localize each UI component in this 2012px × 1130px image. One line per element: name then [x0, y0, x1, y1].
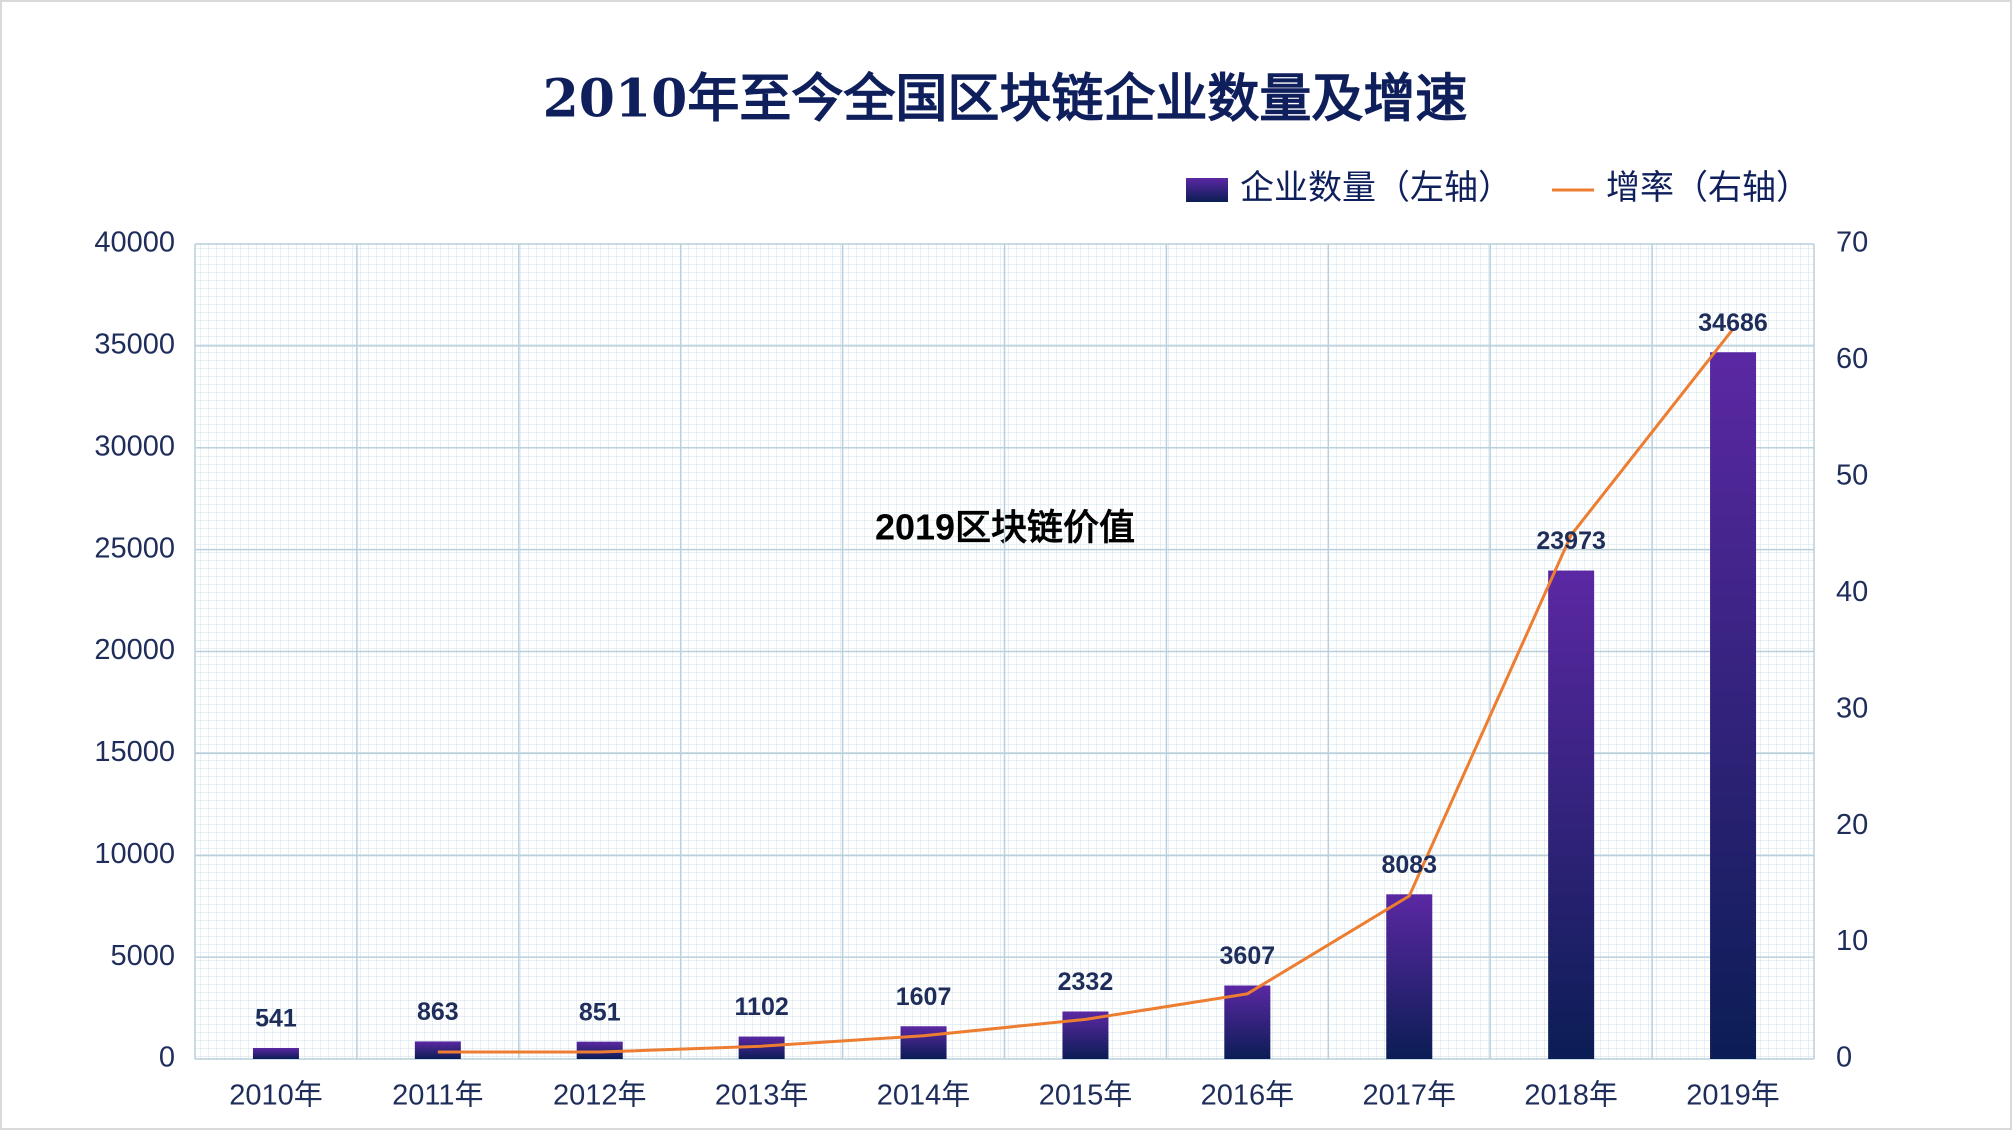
chart-title: 2010年至今全国区块链企业数量及增速 [543, 69, 1468, 130]
y2-tick-label: 0 [1836, 1042, 1852, 1074]
x-tick-label: 2016年 [1201, 1079, 1295, 1112]
data-label: 1607 [896, 983, 952, 1011]
data-label: 34686 [1698, 309, 1768, 337]
data-label: 541 [255, 1005, 297, 1033]
y-tick-label: 5000 [110, 940, 175, 972]
x-tick-label: 2014年 [877, 1079, 971, 1112]
x-tick-label: 2019年 [1686, 1079, 1780, 1112]
y-tick-label: 10000 [94, 838, 175, 870]
legend-swatch [1186, 178, 1228, 202]
y-tick-label: 0 [159, 1042, 175, 1074]
y-tick-label: 20000 [94, 634, 175, 666]
y-tick-label: 25000 [94, 532, 175, 564]
data-label: 3607 [1220, 942, 1276, 970]
bar [900, 1026, 947, 1059]
bar [1224, 985, 1271, 1059]
bar [576, 1041, 623, 1059]
bar [1386, 894, 1433, 1059]
bar [738, 1036, 785, 1059]
data-label: 23973 [1536, 527, 1606, 555]
data-label: 1102 [735, 993, 789, 1021]
bar [1710, 352, 1757, 1060]
x-tick-label: 2010年 [229, 1079, 323, 1112]
line [437, 328, 1735, 1054]
bar [252, 1047, 299, 1059]
bar [414, 1041, 461, 1059]
legend-label[interactable]: 增率（右轴） [1606, 169, 1810, 207]
y-tick-label: 40000 [94, 227, 175, 259]
y2-tick-label: 30 [1836, 692, 1868, 724]
y2-tick-label: 70 [1836, 227, 1868, 259]
y-tick-label: 35000 [94, 329, 175, 361]
y2-tick-label: 60 [1836, 343, 1868, 375]
legend-label[interactable]: 企业数量（左轴） [1240, 169, 1512, 207]
y-tick-label: 30000 [94, 430, 175, 462]
x-tick-label: 2012年 [553, 1079, 647, 1112]
data-label: 851 [579, 998, 621, 1026]
data-label: 2332 [1058, 968, 1114, 996]
x-tick-label: 2017年 [1362, 1079, 1456, 1112]
x-tick-label: 2011年 [392, 1079, 483, 1112]
x-tick-label: 2013年 [715, 1079, 809, 1112]
bar [1548, 570, 1595, 1059]
data-label: 8083 [1381, 851, 1437, 879]
y2-tick-label: 40 [1836, 576, 1868, 608]
data-label: 863 [417, 998, 459, 1026]
y2-tick-label: 20 [1836, 809, 1868, 841]
y-tick-label: 15000 [94, 736, 175, 768]
x-tick-label: 2018年 [1524, 1079, 1618, 1112]
y2-tick-label: 50 [1836, 460, 1868, 492]
y2-tick-label: 10 [1836, 925, 1868, 957]
x-tick-label: 2015年 [1039, 1079, 1133, 1112]
